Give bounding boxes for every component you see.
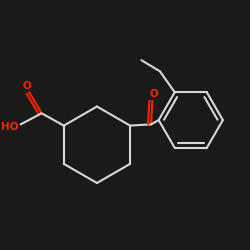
Text: O: O	[23, 81, 32, 91]
Text: O: O	[149, 89, 158, 99]
Text: HO: HO	[1, 122, 18, 132]
